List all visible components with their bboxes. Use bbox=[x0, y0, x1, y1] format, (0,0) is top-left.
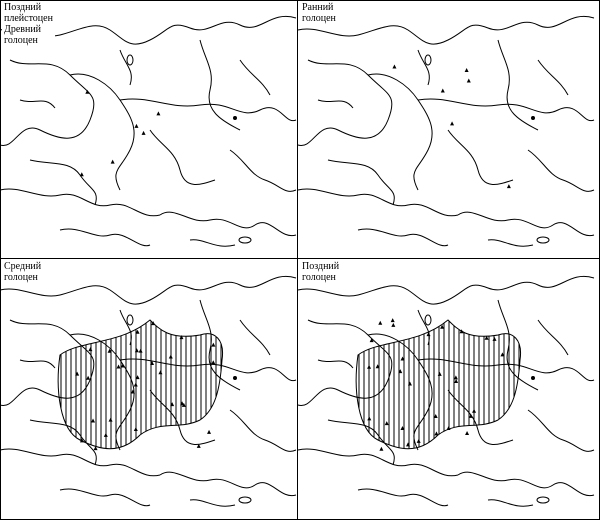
site-marker bbox=[151, 321, 156, 326]
site-marker bbox=[472, 408, 477, 413]
site-marker bbox=[156, 111, 161, 116]
site-marker bbox=[133, 426, 138, 431]
site-marker bbox=[207, 429, 212, 434]
label-line: голоцен bbox=[4, 35, 38, 46]
label-line: Средний bbox=[4, 261, 42, 272]
site-marker bbox=[369, 338, 374, 343]
site-marker bbox=[446, 425, 451, 430]
site-marker bbox=[108, 417, 113, 422]
site-marker bbox=[492, 336, 497, 341]
label-line: плейстоцен bbox=[4, 13, 53, 24]
site-marker bbox=[468, 413, 473, 418]
label-line: голоцен bbox=[4, 272, 38, 283]
site-marker bbox=[91, 418, 96, 423]
panel-label-middle-holocene: Средний голоцен bbox=[2, 261, 44, 283]
site-marker bbox=[367, 416, 372, 421]
site-marker bbox=[375, 364, 380, 369]
site-marker bbox=[150, 360, 155, 365]
site-marker bbox=[407, 381, 412, 386]
label-line: Древний bbox=[4, 24, 42, 35]
site-marker bbox=[85, 89, 90, 94]
site-marker bbox=[170, 402, 175, 407]
panel-label-late-holocene: Поздний голоцен bbox=[300, 261, 342, 283]
site-marker bbox=[406, 442, 411, 447]
label-line: Ранний bbox=[302, 2, 334, 13]
site-marker bbox=[135, 329, 140, 334]
panel-late-pleistocene-early-holocene bbox=[0, 15, 297, 247]
site-marker bbox=[138, 348, 143, 353]
site-marker bbox=[453, 375, 458, 380]
site-marker bbox=[141, 130, 146, 135]
site-marker bbox=[134, 123, 139, 128]
site-marker bbox=[135, 375, 140, 380]
site-marker bbox=[379, 446, 384, 451]
site-marker bbox=[196, 443, 201, 448]
site-marker bbox=[400, 356, 405, 361]
hatched-range-area bbox=[57, 319, 224, 450]
site-markers bbox=[75, 64, 511, 451]
panel-label-late-pleistocene: Поздний плейстоцен Древний голоцен bbox=[2, 2, 55, 46]
site-marker bbox=[75, 371, 80, 376]
panel-label-early-holocene: Ранний голоцен bbox=[300, 2, 338, 24]
site-marker bbox=[416, 438, 421, 443]
site-marker bbox=[465, 431, 470, 436]
site-marker bbox=[426, 332, 431, 337]
site-marker bbox=[107, 348, 112, 353]
site-marker bbox=[454, 378, 459, 383]
label-line: Поздний bbox=[302, 261, 340, 272]
site-marker bbox=[133, 382, 138, 387]
site-marker bbox=[180, 401, 185, 406]
site-marker bbox=[120, 363, 125, 368]
label-line: голоцен bbox=[302, 13, 336, 24]
site-marker bbox=[392, 64, 397, 69]
site-marker bbox=[179, 335, 184, 340]
site-marker bbox=[211, 360, 216, 365]
label-line: голоцен bbox=[302, 272, 336, 283]
site-marker bbox=[500, 352, 505, 357]
site-marker bbox=[158, 370, 163, 375]
site-marker bbox=[378, 320, 383, 325]
site-marker bbox=[440, 324, 445, 329]
panel-middle-holocene bbox=[0, 275, 297, 507]
site-marker bbox=[464, 67, 469, 72]
site-marker bbox=[450, 121, 455, 126]
site-marker bbox=[459, 329, 464, 334]
panel-late-holocene bbox=[297, 275, 595, 507]
site-marker bbox=[437, 371, 442, 376]
site-marker bbox=[88, 347, 93, 352]
site-marker bbox=[116, 364, 121, 369]
panel-early-holocene bbox=[297, 15, 595, 247]
hatched-range-area bbox=[355, 319, 522, 450]
site-marker bbox=[103, 432, 108, 437]
site-marker bbox=[484, 335, 489, 340]
site-marker bbox=[466, 78, 471, 83]
site-marker bbox=[506, 184, 511, 189]
site-marker bbox=[110, 159, 115, 164]
site-marker bbox=[384, 421, 389, 426]
site-marker bbox=[86, 375, 91, 380]
site-marker bbox=[211, 342, 216, 347]
site-marker bbox=[390, 318, 395, 323]
site-marker bbox=[93, 446, 98, 451]
site-marker bbox=[79, 172, 84, 177]
site-marker bbox=[400, 425, 405, 430]
site-marker bbox=[367, 364, 372, 369]
site-marker bbox=[168, 354, 173, 359]
site-marker bbox=[79, 438, 84, 443]
site-marker bbox=[440, 88, 445, 93]
site-marker bbox=[434, 431, 439, 436]
site-marker bbox=[130, 389, 135, 394]
label-line: Поздний bbox=[4, 2, 42, 13]
site-marker bbox=[433, 414, 438, 419]
site-marker bbox=[398, 369, 403, 374]
site-marker bbox=[134, 348, 139, 353]
site-marker bbox=[391, 322, 396, 327]
